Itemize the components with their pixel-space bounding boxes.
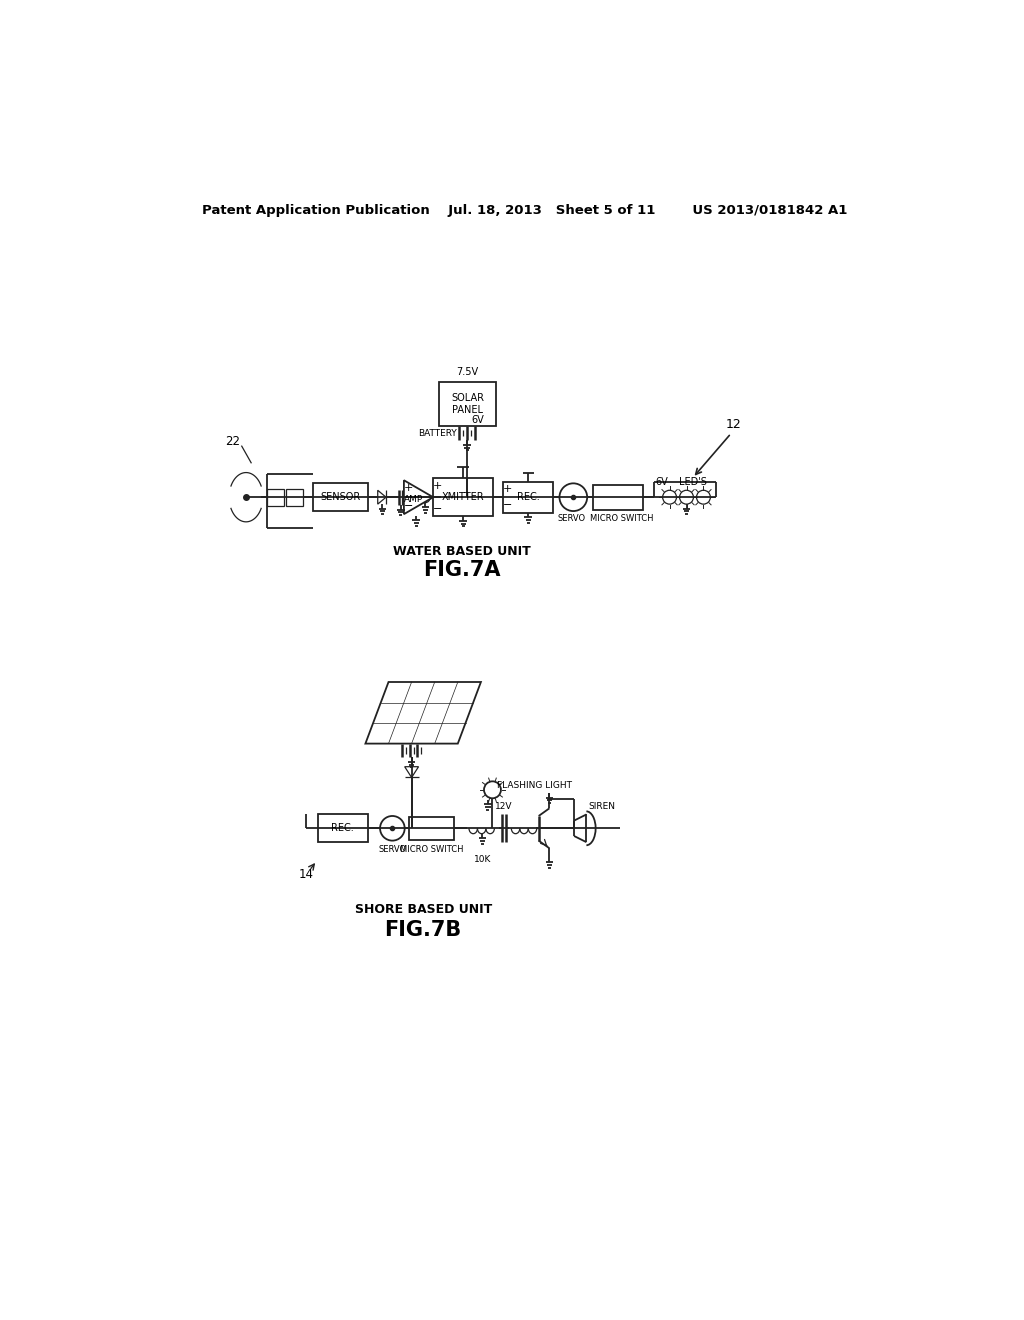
Text: FLASHING LIGHT: FLASHING LIGHT [498,781,572,791]
Text: −: − [503,500,513,510]
Text: 6V: 6V [471,416,484,425]
Text: +: + [503,484,513,495]
Text: AMP: AMP [404,495,424,504]
Text: SERVO: SERVO [378,845,407,854]
Bar [503,482,553,512]
Bar [438,381,497,426]
Text: BATTERY: BATTERY [419,429,457,438]
Bar [410,817,454,840]
Text: REC.: REC. [517,492,540,502]
Text: PANEL: PANEL [452,405,483,416]
Text: 12: 12 [726,417,741,430]
Text: MICRO SWITCH: MICRO SWITCH [400,845,464,854]
Polygon shape [404,767,419,777]
Text: 14: 14 [299,869,313,880]
Text: XMITTER: XMITTER [442,492,484,502]
Text: FIG.7A: FIG.7A [423,561,501,581]
Text: −: − [403,502,414,511]
Text: SOLAR: SOLAR [451,393,484,403]
Text: +: + [433,480,442,491]
Polygon shape [403,480,433,515]
Text: 6V: 6V [655,477,669,487]
Bar [313,483,369,511]
Text: 22: 22 [225,436,240,449]
Text: SENSOR: SENSOR [321,492,360,502]
Bar [317,814,368,842]
Text: SERVO: SERVO [558,515,586,523]
Text: MICRO SWITCH: MICRO SWITCH [590,515,653,523]
Bar [433,478,494,516]
Text: REC.: REC. [332,824,354,833]
Polygon shape [366,682,481,743]
Text: SIREN: SIREN [589,803,615,812]
Text: +: + [403,483,414,492]
Text: −: − [433,504,442,513]
Text: FIG.7B: FIG.7B [385,920,462,940]
Bar [593,484,643,510]
Text: 12V: 12V [496,803,513,812]
Text: SHORE BASED UNIT: SHORE BASED UNIT [354,903,492,916]
Text: 7.5V: 7.5V [457,367,478,378]
Text: WATER BASED UNIT: WATER BASED UNIT [393,545,530,557]
Text: Patent Application Publication    Jul. 18, 2013   Sheet 5 of 11        US 2013/0: Patent Application Publication Jul. 18, … [202,205,848,218]
Bar [267,488,284,506]
Bar [286,488,303,506]
Polygon shape [378,490,386,504]
Text: LED'S: LED'S [679,477,707,487]
Text: 10K: 10K [474,854,492,863]
